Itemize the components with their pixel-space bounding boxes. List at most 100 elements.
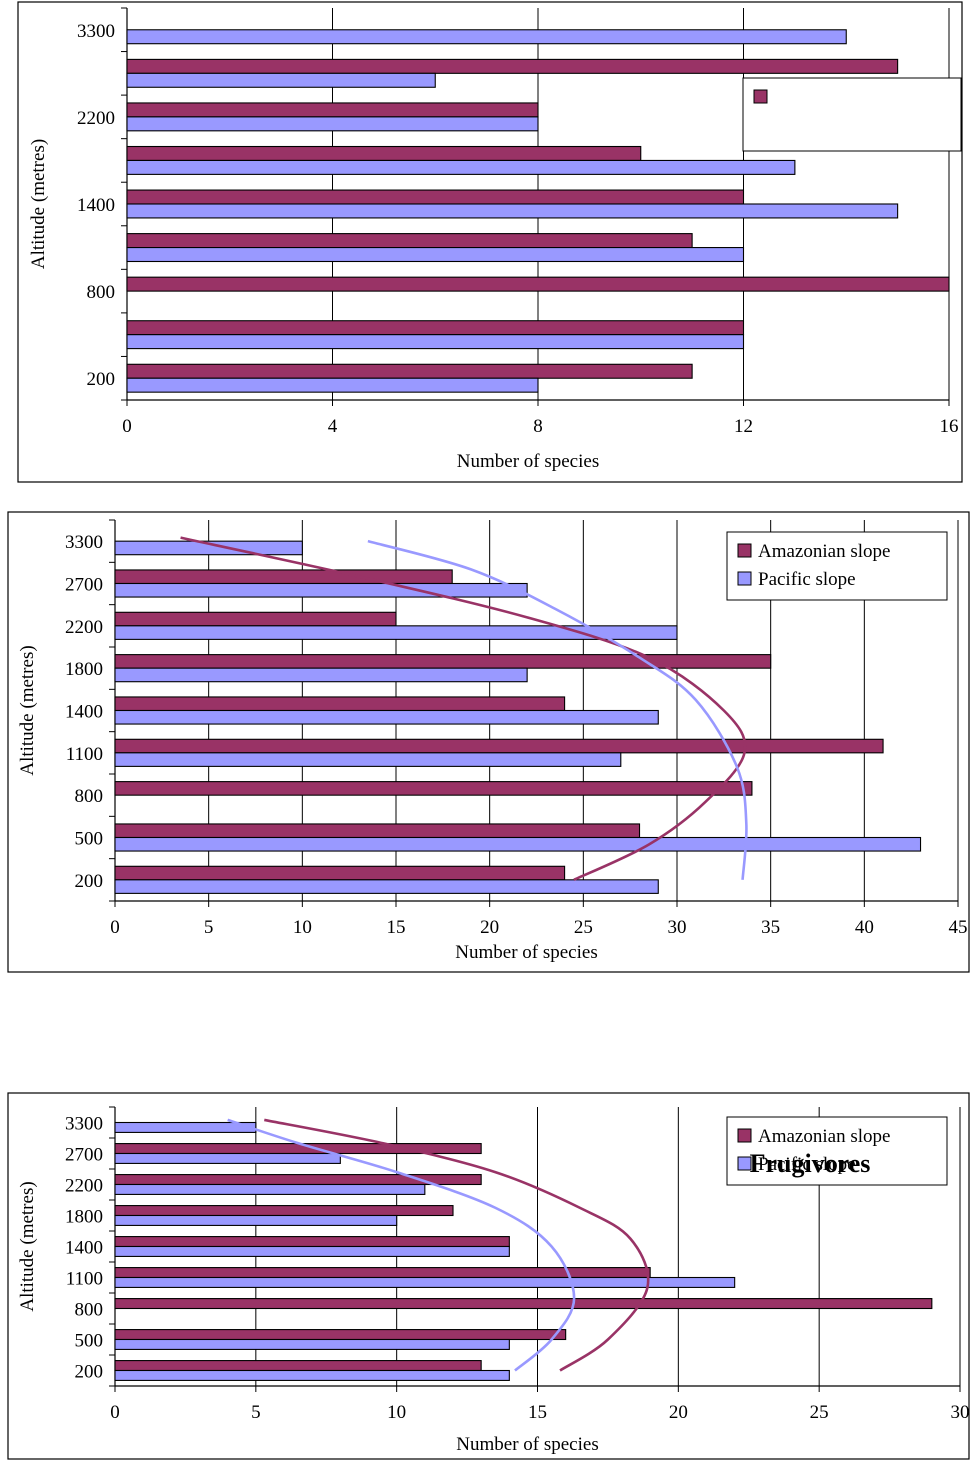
x-tick-label: 20 [669,1402,688,1423]
y-tick-label: 200 [87,369,116,390]
bar-amazonian [114,738,884,754]
x-tick-label: 30 [951,1402,970,1423]
x-tick-label: 15 [387,917,406,938]
bar-amazonian [126,320,745,336]
chart-frame [7,1092,970,1460]
x-tick-label: 12 [734,416,753,437]
y-tick-label: 2200 [65,617,103,638]
bar-pacific [126,377,539,393]
bar-amazonian [114,569,453,585]
bar-pacific [114,1338,510,1350]
legend-swatch-amazonian [737,543,752,558]
bar-amazonian [126,363,693,379]
bar-pacific [126,334,745,350]
y-axis-title: Altitude (metres) [17,1181,38,1311]
bar-pacific [114,709,659,725]
x-tick-label: 0 [110,917,120,938]
x-tick-label: 25 [574,917,593,938]
bar-pacific [114,1183,426,1195]
y-tick-label: 200 [75,871,104,892]
bar-amazonian [126,58,899,74]
x-tick-label: 5 [251,1402,261,1423]
x-tick-label: 16 [940,416,959,437]
bar-pacific [126,247,745,263]
legend-swatch-pacific [737,571,752,586]
y-tick-label: 1400 [77,195,115,216]
bar-pacific [126,159,796,175]
chart-frame [7,511,970,973]
bar-pacific [114,667,528,683]
x-tick-label: 15 [528,1402,547,1423]
bar-pacific [126,29,847,45]
x-tick-label: 10 [387,1402,406,1423]
bar-amazonian [114,1298,933,1310]
legend-label-amazonian: Amazonian slope [758,1126,890,1147]
bar-pacific [114,1245,510,1257]
x-tick-label: 20 [480,917,499,938]
bar-amazonian [114,781,753,796]
x-tick-label: 40 [855,917,874,938]
y-tick-label: 800 [75,1300,104,1321]
y-tick-label: 1100 [66,744,103,765]
bar-pacific [126,72,436,88]
bar-amazonian [114,611,397,627]
y-tick-label: 1800 [65,1207,103,1228]
bar-amazonian [114,654,772,669]
x-tick-label: 0 [110,1402,120,1423]
bar-pacific [114,582,528,598]
legend-label-pacific: Pacific slope [758,569,856,590]
bar-pacific [114,752,622,767]
bar-pacific [114,1276,736,1288]
y-tick-label: 3300 [65,1114,103,1135]
chart-annotation: Frugivores [750,1149,871,1178]
x-tick-label: 0 [122,416,132,437]
x-axis-title: Number of species [455,942,597,963]
bar-pacific [126,203,899,219]
bar-amazonian [114,1360,482,1372]
y-tick-label: 200 [75,1362,104,1383]
bar-amazonian [126,102,539,118]
x-tick-label: 45 [949,917,968,938]
trend-curve-pacific_curve [367,539,748,880]
bar-amazonian [114,1329,567,1341]
legend-box [742,77,962,152]
bar-amazonian [114,1143,482,1155]
x-tick-label: 35 [761,917,780,938]
bar-amazonian [114,696,566,712]
bar-amazonian [114,865,566,881]
x-tick-label: 30 [668,917,687,938]
x-tick-label: 25 [810,1402,829,1423]
bar-amazonian [114,1205,454,1217]
x-tick-label: 5 [204,917,214,938]
y-tick-label: 3300 [65,532,103,553]
y-tick-label: 2200 [65,1176,103,1197]
y-axis-title: Altitude (metres) [28,139,49,269]
y-tick-label: 500 [75,829,104,850]
y-tick-label: 500 [75,1331,104,1352]
bar-amazonian [126,233,693,249]
bar-pacific [126,116,539,132]
y-tick-label: 2200 [77,108,115,129]
legend-swatch-pacific [737,1156,752,1171]
x-tick-label: 4 [328,416,338,437]
bar-amazonian [126,145,642,161]
legend-box [726,1116,948,1186]
x-axis-title: Number of species [457,451,599,472]
y-tick-label: 1100 [66,1269,103,1290]
legend-box [726,531,948,601]
y-tick-label: 800 [87,282,116,303]
bar-amazonian [114,1267,651,1279]
y-tick-label: 1400 [65,1238,103,1259]
y-tick-label: 2700 [65,575,103,596]
trend-curve-pacific_curve [227,1118,576,1372]
bar-pacific [114,1121,257,1133]
bar-amazonian [114,1174,482,1186]
y-tick-label: 3300 [77,21,115,42]
y-tick-label: 1800 [65,659,103,680]
bar-pacific [114,540,303,556]
y-axis-title: Altitude (metres) [17,645,38,775]
trend-curve-amazonian_curve [180,536,747,882]
bar-amazonian [126,276,950,292]
bar-pacific [114,1214,398,1226]
bar-amazonian [114,1236,510,1248]
